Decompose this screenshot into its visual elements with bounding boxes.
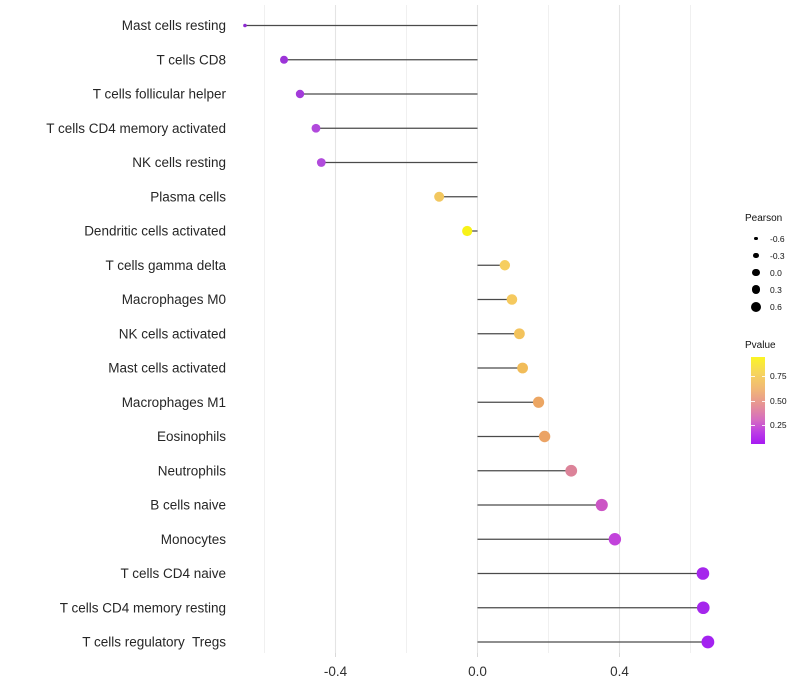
size-legend-dot xyxy=(753,252,759,259)
lollipop-dot xyxy=(316,158,326,167)
colorbar-tick-label: 0.75 xyxy=(770,370,787,381)
size-legend-dot-col xyxy=(745,252,767,259)
colorbar-tick xyxy=(761,400,765,402)
size-legend-dot xyxy=(754,236,758,241)
colorbar-tick xyxy=(761,375,765,377)
size-legend-dot-col xyxy=(745,236,767,241)
y-axis-label: NK cells activated xyxy=(119,326,226,341)
y-axis-label: Neutrophils xyxy=(158,463,227,478)
lollipop-dot xyxy=(462,225,473,237)
size-legend-entries: -0.6 -0.3 0.0 0.3 0.6 xyxy=(745,230,785,315)
lollipop-dot xyxy=(538,430,551,443)
lollipop-dot xyxy=(513,328,525,340)
x-axis-tick-label: -0.4 xyxy=(324,664,348,679)
size-legend-label: -0.3 xyxy=(770,250,785,261)
colorbar-tick xyxy=(751,400,755,402)
y-axis-label: Macrophages M1 xyxy=(122,395,226,410)
y-axis-label: Mast cells resting xyxy=(122,18,226,33)
size-legend-dot xyxy=(751,285,761,294)
size-legend-dot xyxy=(752,268,760,277)
x-axis-tick-label: 0.4 xyxy=(610,664,629,679)
y-axis-label: T cells gamma delta xyxy=(105,258,226,273)
y-axis-label: Eosinophils xyxy=(157,429,226,444)
y-axis-label: T cells CD4 memory resting xyxy=(60,600,226,615)
size-legend-dot xyxy=(751,301,761,312)
size-legend: Pearson -0.6 -0.3 0.0 0.3 0.6 xyxy=(745,213,785,315)
lollipop-dot xyxy=(517,362,528,374)
lollipop-dot xyxy=(696,567,710,580)
lollipop-dot xyxy=(565,464,578,477)
size-legend-label: 0.0 xyxy=(770,267,782,278)
x-axis-tick-label: 0.0 xyxy=(468,664,487,679)
lollipop-dot xyxy=(243,23,247,28)
size-legend-entry: -0.6 xyxy=(745,230,785,247)
lollipop-dot xyxy=(532,396,545,408)
colorbar-tick xyxy=(751,375,755,377)
lollipop-dot xyxy=(696,601,710,615)
colorbar-gradient xyxy=(751,357,765,444)
size-legend-label: 0.3 xyxy=(770,284,782,295)
y-axis-label: T cells regulatory Tregs xyxy=(82,635,226,650)
lollipop-dot xyxy=(295,89,305,99)
size-legend-entry: -0.3 xyxy=(745,247,785,264)
y-axis-label: Macrophages M0 xyxy=(122,292,226,307)
size-legend-dot-col xyxy=(745,301,767,312)
color-legend: Pvalue 0.75 0.50 0.25 xyxy=(745,340,787,449)
y-axis-label: B cells naive xyxy=(150,498,226,513)
y-axis-label: NK cells resting xyxy=(132,155,226,170)
size-legend-entry: 0.3 xyxy=(745,281,785,298)
colorbar-tick xyxy=(751,424,755,426)
size-legend-label: -0.6 xyxy=(770,233,785,244)
colorbar-tick-label: 0.25 xyxy=(770,419,787,430)
lollipop-dot xyxy=(506,294,518,305)
color-legend-title: Pvalue xyxy=(745,340,776,351)
y-axis-label: Mast cells activated xyxy=(108,361,226,376)
colorbar-tick xyxy=(761,424,765,426)
size-legend-label: 0.6 xyxy=(770,301,782,312)
lollipop-dot xyxy=(311,123,321,133)
y-axis-label: T cells CD4 naive xyxy=(120,566,226,581)
y-axis-label: Monocytes xyxy=(161,532,227,547)
size-legend-entry: 0.0 xyxy=(745,264,785,281)
lollipop-dot xyxy=(608,533,622,546)
y-axis-label: Plasma cells xyxy=(150,189,226,204)
lollipop-dot xyxy=(595,498,608,512)
colorbar-wrap: 0.75 0.50 0.25 xyxy=(745,357,787,449)
colorbar-tick-label: 0.50 xyxy=(770,395,787,406)
y-axis-label: T cells CD4 memory activated xyxy=(46,121,226,136)
y-axis-label: Dendritic cells activated xyxy=(84,224,226,239)
lollipop-dot xyxy=(701,635,715,649)
y-axis-label: T cells CD8 xyxy=(156,52,226,67)
y-axis-label: T cells follicular helper xyxy=(93,87,227,102)
lollipop-dot xyxy=(280,55,289,64)
size-legend-dot-col xyxy=(745,285,767,294)
size-legend-entry: 0.6 xyxy=(745,298,785,315)
lollipop-dot xyxy=(499,260,511,271)
lollipop-dot xyxy=(434,191,445,202)
size-legend-dot-col xyxy=(745,268,767,277)
size-legend-title: Pearson xyxy=(745,213,783,224)
